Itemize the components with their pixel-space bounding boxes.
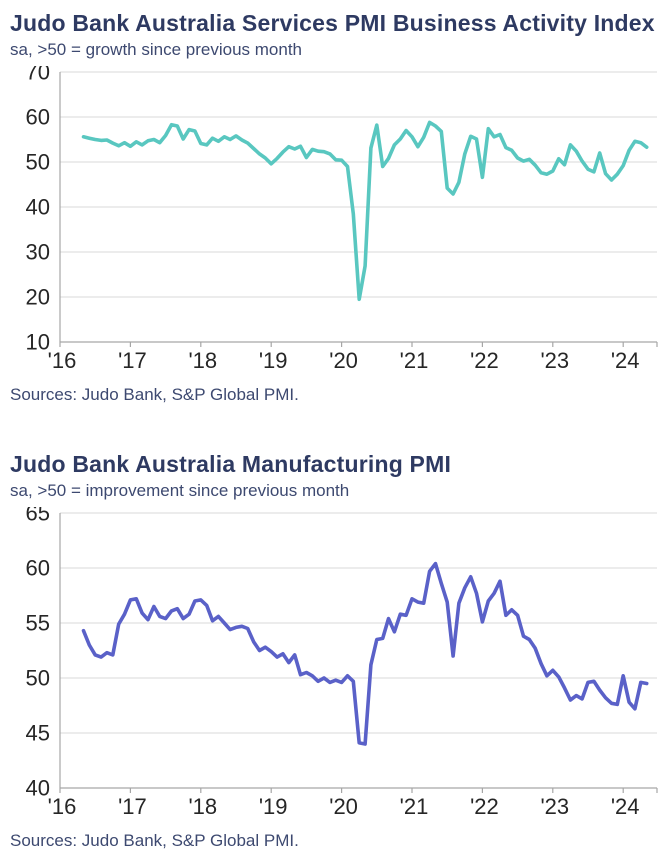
x-tick-label: '22: [470, 348, 499, 373]
x-tick-label: '19: [259, 794, 288, 819]
y-tick-label: 10: [26, 330, 50, 355]
services-chart-subtitle: sa, >50 = growth since previous month: [10, 39, 302, 59]
y-tick-label: 50: [26, 666, 50, 691]
manufacturing-line-chart: 65 60 55 50 45 40'16 '17 '18 '19 '20 '21 '22 '23 '24: [0, 507, 669, 824]
services-chart-title: Judo Bank Australia Services PMI Busines…: [10, 10, 655, 36]
y-tick-label: 60: [26, 556, 50, 581]
x-tick-label: '17: [118, 348, 147, 373]
x-tick-label: '24: [611, 794, 640, 819]
y-tick-label: 20: [26, 285, 50, 310]
y-tick-label: 40: [26, 195, 50, 220]
y-tick-label: 55: [26, 611, 50, 636]
x-tick-label: '23: [540, 794, 569, 819]
x-tick-label: '18: [188, 794, 217, 819]
x-tick-label: '20: [329, 348, 358, 373]
x-tick-label: '21: [400, 794, 429, 819]
x-tick-label: '19: [259, 348, 288, 373]
services-source-note: Sources: Judo Bank, S&P Global PMI.: [10, 384, 299, 404]
series-line: [81, 120, 649, 301]
manufacturing-chart-section: Judo Bank Australia Manufacturing PMI sa…: [0, 451, 669, 851]
x-tick-label: '16: [48, 794, 77, 819]
manufacturing-chart-svg: 65 60 55 50 45 40'16 '17 '18 '19 '20 '21 '22 '23 '24: [26, 507, 658, 819]
y-tick-label: 50: [26, 150, 50, 175]
series-line: [81, 561, 649, 746]
x-tick-label: '16: [48, 348, 77, 373]
y-tick-label: 70: [26, 66, 50, 85]
services-chart-svg: 70 60 50 40 30 20 10'16 '17 '18 '19 '20 '21 '22 '23 '2…: [26, 66, 658, 373]
services-line-chart: 70 60 50 40 30 20 10'16 '17 '18 '19 '20 '21 '22 '23 '2…: [0, 66, 669, 378]
y-tick-label: 65: [26, 507, 50, 526]
manufacturing-chart-title: Judo Bank Australia Manufacturing PMI: [10, 451, 452, 478]
x-tick-label: '20: [329, 794, 358, 819]
x-tick-label: '22: [470, 794, 499, 819]
y-tick-label: 45: [26, 721, 50, 746]
y-tick-label: 60: [26, 105, 50, 130]
x-tick-label: '23: [540, 348, 569, 373]
y-tick-label: 30: [26, 240, 50, 265]
x-tick-label: '21: [400, 348, 429, 373]
y-tick-label: 40: [26, 776, 50, 801]
services-chart-section: Judo Bank Australia Services PMI Busines…: [0, 10, 669, 405]
x-tick-label: '17: [118, 794, 147, 819]
manufacturing-chart-subtitle: sa, >50 = improvement since previous mon…: [10, 480, 350, 500]
x-tick-label: '18: [188, 348, 217, 373]
manufacturing-source-note: Sources: Judo Bank, S&P Global PMI.: [10, 830, 299, 850]
x-tick-label: '24: [611, 348, 640, 373]
